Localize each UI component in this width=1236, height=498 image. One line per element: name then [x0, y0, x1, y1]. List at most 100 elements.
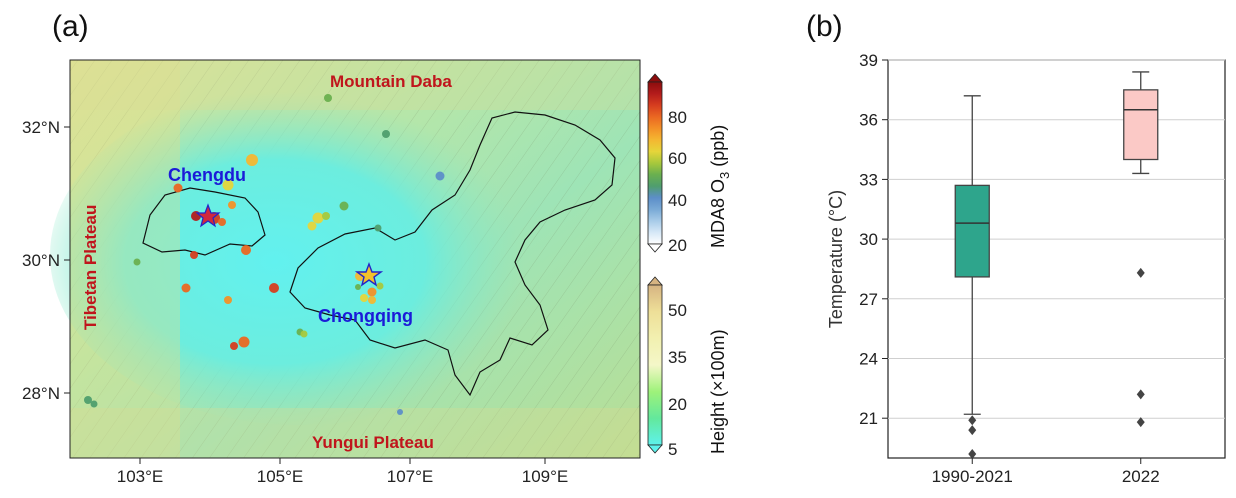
- y-tick-label: 30: [859, 230, 878, 249]
- observation-sites: [84, 94, 445, 415]
- site-marker: [339, 201, 349, 211]
- site-marker: [307, 221, 317, 231]
- chongqing-boundary: [289, 111, 616, 397]
- chongqing-star: [354, 262, 384, 287]
- box-chart-x-ticks: 1990-2021 2022: [932, 458, 1160, 486]
- height-colorbar-bottom-arrow: [647, 444, 663, 454]
- southern-highlands: [70, 408, 640, 458]
- o3-colorbar-bar: [647, 81, 663, 245]
- chongqing-label: Chongqing: [318, 306, 413, 326]
- box-2022: [1123, 71, 1159, 428]
- box-chart-frame: [887, 59, 1226, 459]
- box-chart-grid: [888, 59, 1225, 419]
- site-marker: [368, 296, 376, 304]
- lat-axis: 32°N 30°N 28°N: [22, 118, 70, 403]
- chengdu-boundary: [142, 187, 266, 256]
- height-tick-5: 5: [668, 440, 677, 459]
- site-marker: [228, 201, 236, 209]
- o3-tick-20: 20: [668, 236, 687, 255]
- map: [50, 59, 641, 459]
- height-colorbar-bar: [647, 284, 663, 446]
- site-marker: [355, 284, 361, 290]
- outlier-point: [1136, 267, 1145, 278]
- y-tick-label: 21: [859, 409, 878, 428]
- lat-tick-32: 32°N: [22, 118, 60, 137]
- mountain-daba-label: Mountain Daba: [330, 72, 452, 91]
- site-marker: [173, 183, 183, 193]
- site-marker: [84, 396, 92, 404]
- height-colorbar-label: Height (×100m): [708, 329, 728, 454]
- lon-tick-103: 103°E: [117, 467, 164, 486]
- x-tick-label: 2022: [1122, 467, 1160, 486]
- site-marker: [238, 336, 250, 348]
- site-marker: [230, 342, 238, 350]
- lat-tick-28: 28°N: [22, 384, 60, 403]
- tibetan-plateau-label: Tibetan Plateau: [81, 205, 100, 330]
- height-tick-20: 20: [668, 395, 687, 414]
- box-chart: 21 24 27 30 33 36 39 1990-2021 2022 Temperature…: [826, 51, 1226, 486]
- lon-tick-105: 105°E: [257, 467, 304, 486]
- box-chart-y-ticks: 21 24 27 30 33 36 39: [859, 51, 888, 428]
- outlier-point: [968, 425, 977, 436]
- y-tick-label: 24: [859, 350, 878, 369]
- site-marker: [322, 212, 330, 220]
- outlier-point: [968, 449, 977, 460]
- o3-tick-40: 40: [668, 191, 687, 210]
- o3-colorbar-label: MDA8 O3 (ppb): [708, 125, 732, 248]
- box-iqr: [954, 184, 990, 278]
- site-marker: [435, 171, 445, 181]
- site-marker: [382, 130, 390, 138]
- site-marker: [312, 212, 324, 224]
- map-frame: [69, 59, 641, 459]
- western-highlands: [70, 60, 180, 458]
- height-colorbar-top-arrow: [647, 276, 663, 286]
- o3-tick-60: 60: [668, 149, 687, 168]
- box-iqr: [1123, 89, 1159, 161]
- height-colorbar: 50 35 20 5 Height (×100m): [647, 276, 728, 459]
- y-tick-label: 39: [859, 51, 878, 70]
- site-marker: [246, 154, 258, 166]
- o3-colorbar: 80 60 40 20 MDA8 O3 (ppb): [647, 73, 732, 255]
- yungui-plateau-label: Yungui Plateau: [312, 433, 434, 452]
- site-marker: [269, 283, 279, 293]
- y-tick-label: 33: [859, 170, 878, 189]
- lat-tick-30: 30°N: [22, 251, 60, 270]
- site-marker: [367, 287, 377, 297]
- site-marker: [397, 409, 403, 415]
- box-chart-boxes: [954, 71, 1159, 460]
- o3-colorbar-bottom-arrow: [647, 243, 663, 253]
- y-tick-label: 36: [859, 111, 878, 130]
- o3-colorbar-top-arrow: [647, 73, 663, 83]
- outlier-point: [1136, 389, 1145, 400]
- box-1990-2021: [954, 95, 990, 460]
- lon-tick-107: 107°E: [387, 467, 434, 486]
- site-marker: [218, 218, 226, 226]
- site-marker: [376, 282, 384, 290]
- height-tick-50: 50: [668, 301, 687, 320]
- chengdu-star: [195, 203, 221, 228]
- site-marker: [133, 258, 141, 266]
- site-marker: [324, 94, 332, 102]
- outlier-point: [1136, 417, 1145, 428]
- site-marker: [222, 179, 234, 191]
- site-marker: [300, 330, 308, 338]
- site-marker: [360, 294, 368, 302]
- x-tick-label: 1990-2021: [932, 467, 1013, 486]
- northern-mountains: [70, 60, 640, 110]
- chengdu-label: Chengdu: [168, 165, 246, 185]
- height-tick-35: 35: [668, 348, 687, 367]
- site-marker: [181, 283, 191, 293]
- outlier-point: [968, 415, 977, 426]
- site-marker: [90, 400, 98, 408]
- site-marker: [241, 245, 251, 255]
- y-axis-label: Temperature (°C): [826, 190, 846, 328]
- y-tick-label: 27: [859, 290, 878, 309]
- site-marker: [224, 296, 232, 304]
- panel-b-label: (b): [806, 10, 843, 43]
- o3-tick-80: 80: [668, 108, 687, 127]
- site-marker: [190, 251, 198, 259]
- site-marker: [374, 224, 382, 232]
- lon-axis: 103°E 105°E 107°E 109°E: [117, 458, 568, 486]
- panel-a-label: (a): [52, 10, 89, 43]
